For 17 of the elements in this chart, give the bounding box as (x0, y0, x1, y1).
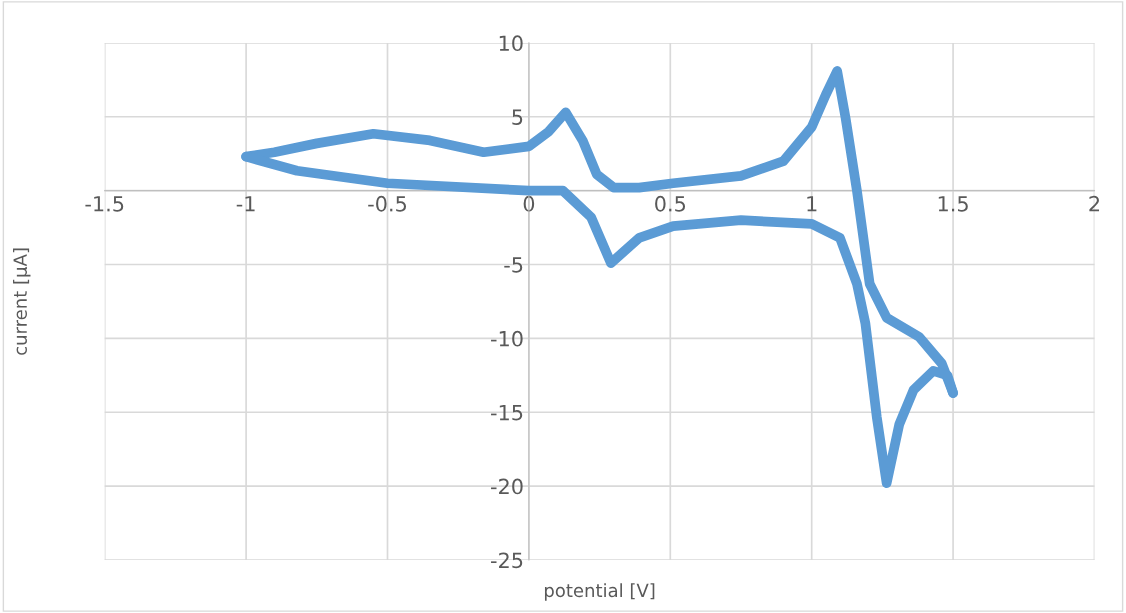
x-tick-label: -1.5 (85, 196, 124, 212)
y-tick-label: -5 (504, 257, 523, 273)
x-tick-label: 1 (807, 196, 817, 212)
x-tick-label: -0.5 (368, 195, 407, 212)
y-tick-label: -25 (491, 552, 523, 569)
x-tick-label: 2 (1089, 195, 1100, 212)
y-axis-title: current [µA] (13, 248, 31, 355)
y-tick-label: -15 (491, 404, 523, 421)
y-tick-label: -10 (491, 330, 523, 347)
x-tick-label: 0 (523, 195, 535, 212)
x-tick-label: 1.5 (938, 196, 968, 212)
y-tick-label: 5 (512, 109, 523, 125)
x-tick-label: -1 (236, 196, 255, 212)
x-tick-label: 0.5 (655, 195, 686, 212)
y-tick-label: -20 (491, 478, 523, 495)
x-axis-title: potential [V] (544, 583, 655, 601)
y-tick-label: 10 (499, 35, 523, 52)
